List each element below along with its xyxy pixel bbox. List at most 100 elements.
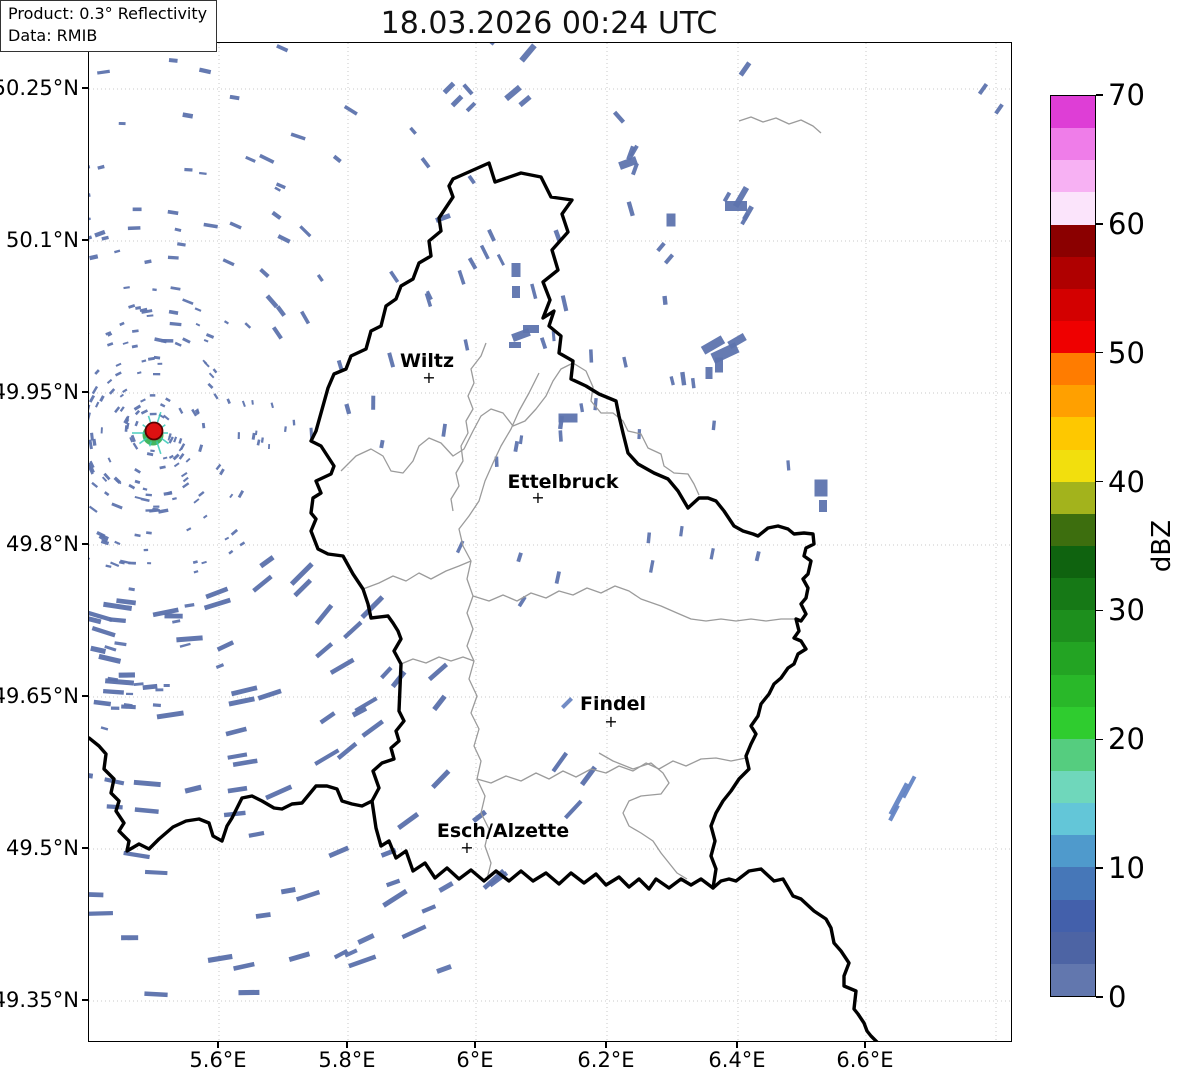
radar-echo-mark <box>205 333 215 339</box>
radar-echo-mark <box>119 393 125 398</box>
radar-echo-mark <box>513 440 520 453</box>
radar-echo-mark <box>343 104 358 116</box>
radar-echo-mark <box>158 508 169 514</box>
colorbar-segment <box>1051 385 1095 418</box>
colorbar-tick-label: 20 <box>1108 722 1145 757</box>
colorbar-segment <box>1051 899 1095 932</box>
radar-echo-mark <box>332 154 342 164</box>
radar-echo-mark <box>168 436 174 444</box>
colorbar-unit-label: dBZ <box>1147 519 1177 573</box>
country-border <box>89 736 374 853</box>
radar-echo-mark <box>142 683 158 690</box>
radar-echo-mark <box>100 726 109 731</box>
radar-echo-mark <box>888 804 900 822</box>
radar-echo-mark <box>128 483 136 490</box>
colorbar-segment <box>1051 449 1095 482</box>
radar-echo-mark <box>119 406 125 413</box>
radar-echo-mark <box>316 273 324 282</box>
radar-echo-mark <box>333 948 349 960</box>
radar-echo-mark <box>168 309 179 315</box>
country-border <box>309 161 816 891</box>
radar-echo-mark <box>518 94 532 108</box>
city-marker: + <box>460 838 474 858</box>
colorbar-tick-label: 70 <box>1108 78 1145 112</box>
radar-echo-mark <box>351 705 368 718</box>
radar-echo-mark <box>539 337 548 350</box>
radar-echo-mark <box>111 502 123 510</box>
colorbar-tick-label: 10 <box>1108 851 1145 886</box>
radar-echo-mark <box>455 540 465 554</box>
radar-echo-mark <box>257 688 282 701</box>
radar-echo-mark <box>202 359 208 365</box>
radar-echo-mark <box>994 103 1004 115</box>
radar-echo-mark <box>144 259 152 265</box>
radar-echo-mark <box>656 241 666 253</box>
city-label: Esch/Alzette <box>436 820 570 842</box>
colorbar-tick-mark <box>1096 609 1103 612</box>
radar-echo-mark <box>107 332 113 337</box>
y-axis-tick-label: 49.8°N <box>6 532 79 556</box>
radar-echo-mark <box>186 527 192 532</box>
radar-echo-mark <box>738 61 752 77</box>
y-axis-tick-label: 49.65°N <box>0 684 79 708</box>
radar-echo-mark <box>241 400 246 408</box>
radar-echo-mark <box>629 144 639 158</box>
colorbar-segment <box>1051 321 1095 354</box>
radar-echo-mark <box>232 758 258 767</box>
radar-echo-mark <box>173 462 180 468</box>
radar-echo-mark <box>89 616 102 625</box>
radar-echo-mark <box>270 402 274 409</box>
radar-echo-mark <box>530 283 538 300</box>
radar-echo-mark <box>436 964 452 974</box>
district-border <box>472 585 796 622</box>
radar-echo-mark <box>888 782 910 816</box>
radar-echo-mark <box>144 869 168 876</box>
radar-echo-mark <box>159 465 166 470</box>
x-axis-tick-label: 6.2°E <box>577 1048 635 1072</box>
radar-echo-mark <box>91 385 99 395</box>
y-axis-tick-label: 49.95°N <box>0 380 79 404</box>
radar-echo-mark <box>178 438 183 444</box>
radar-echo-mark <box>275 305 286 317</box>
x-axis-tick-mark <box>474 1041 476 1048</box>
radar-echo-mark <box>100 539 110 546</box>
radar-echo-mark <box>389 270 400 284</box>
district-border <box>400 656 475 665</box>
radar-echo-mark <box>228 696 255 707</box>
radar-echo-mark <box>131 344 138 349</box>
colorbar-tick-mark <box>1096 738 1103 741</box>
radar-echo-mark <box>105 331 112 336</box>
radar-echo-mark <box>626 201 635 217</box>
district-border <box>738 116 822 134</box>
radar-echo-mark <box>203 222 218 229</box>
district-border <box>458 372 540 880</box>
radar-echo-mark <box>622 356 628 368</box>
radar-echo-mark <box>134 468 141 474</box>
radar-echo-mark <box>361 719 385 738</box>
colorbar-tick-mark <box>1096 996 1103 998</box>
radar-echo-mark <box>259 555 275 569</box>
radar-echo-mark <box>174 341 182 347</box>
radar-echo-mark <box>185 457 191 463</box>
colorbar-segment <box>1051 353 1095 386</box>
colorbar-segment <box>1051 931 1095 964</box>
radar-echo-mark <box>129 437 134 443</box>
radar-echo-mark <box>89 464 94 475</box>
radar-echo-mark <box>184 603 195 608</box>
radar-echo-mark <box>786 460 791 471</box>
colorbar-segment <box>1051 578 1095 611</box>
radar-echo-mark <box>612 110 626 124</box>
city-label: Wiltz <box>399 350 455 372</box>
colorbar-tick-mark <box>1096 223 1103 225</box>
radar-echo-mark <box>109 617 126 624</box>
radar-echo-mark <box>244 322 252 329</box>
colorbar-segment <box>1051 160 1095 193</box>
radar-site-marker <box>144 421 164 441</box>
radar-echo-mark <box>176 242 186 247</box>
radar-echo-mark <box>101 235 109 241</box>
radar-echo-mark <box>89 254 99 261</box>
x-axis-tick-label: 6°E <box>456 1048 494 1072</box>
radar-echo-mark <box>173 436 178 443</box>
country-border <box>711 867 879 1041</box>
y-axis-tick-label: 50.1°N <box>6 228 79 252</box>
